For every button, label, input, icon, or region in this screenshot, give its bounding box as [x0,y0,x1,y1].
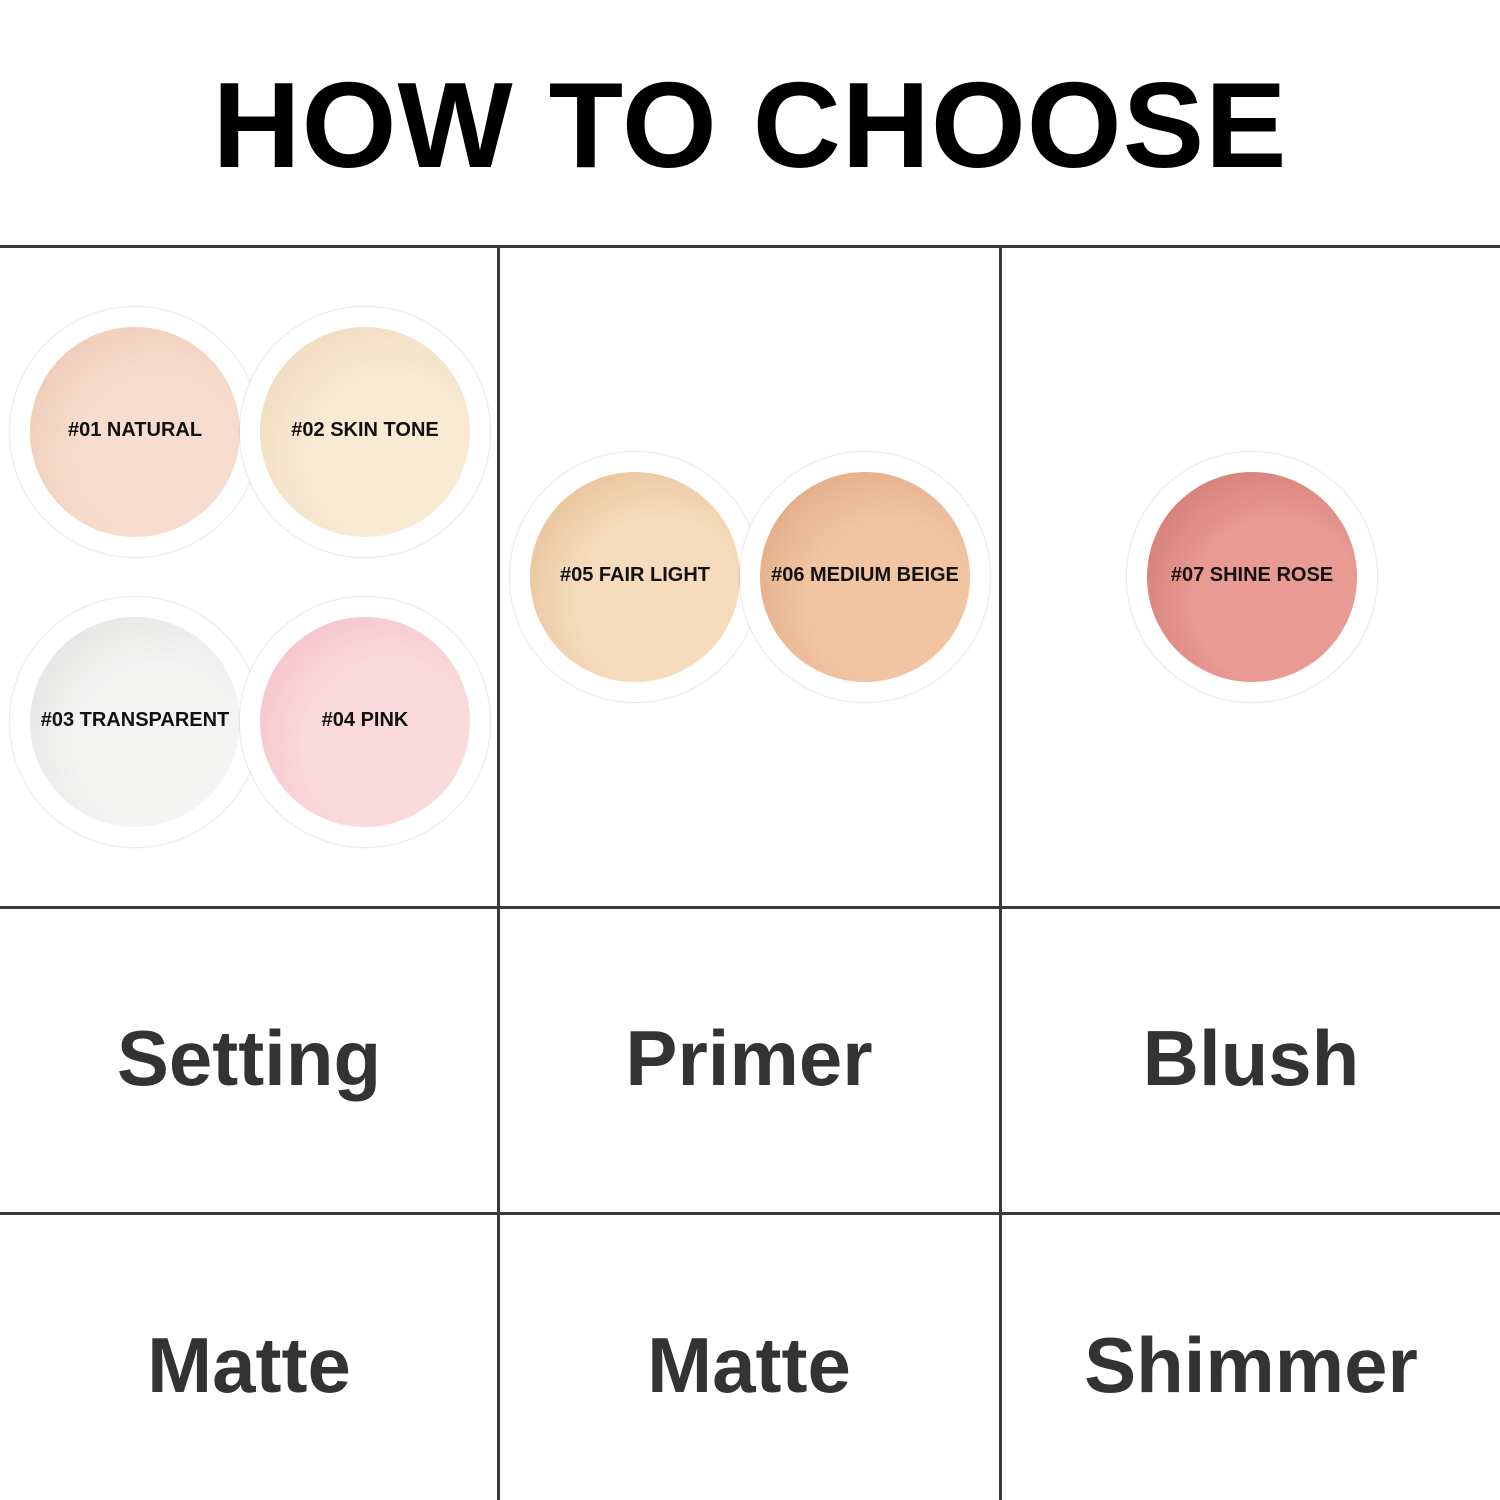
shade-label: #02 SKIN TONE [291,419,439,441]
divider [0,906,1500,909]
shade-label: #07 SHINE ROSE [1170,564,1334,586]
shade-label: #05 FAIR LIGHT [559,564,711,586]
divider [497,246,500,1500]
use-primer: Primer [625,1014,873,1102]
shade-label: #03 TRANSPARENT [40,709,230,731]
use-setting: Setting [116,1014,382,1102]
shade-label: #01 NATURAL [67,419,203,441]
finish-primer: Matte [647,1321,851,1409]
powder-swatch [260,617,470,827]
page-title: HOW TO CHOOSE [212,57,1288,193]
powder-jar: #03 TRANSPARENT [10,597,260,847]
powder-swatch [1147,472,1357,682]
divider [999,246,1002,1500]
powder-swatch [30,617,240,827]
powder-jar: #06 MEDIUM BEIGE [740,452,990,702]
shade-label: #04 PINK [321,709,409,731]
powder-swatch [30,327,240,537]
finish-setting: Matte [147,1321,351,1409]
powder-swatch [260,327,470,537]
divider [0,1212,1500,1215]
shade-label: #06 MEDIUM BEIGE [771,564,959,586]
powder-swatch [760,472,970,682]
finish-blush: Shimmer [1084,1321,1418,1409]
use-blush: Blush [1142,1014,1360,1102]
powder-jar: #04 PINK [240,597,490,847]
powder-jar: #05 FAIR LIGHT [510,452,760,702]
powder-jar: #07 SHINE ROSE [1127,452,1377,702]
powder-jar: #02 SKIN TONE [240,307,490,557]
powder-swatch [530,472,740,682]
divider [0,245,1500,248]
powder-jar: #01 NATURAL [10,307,260,557]
